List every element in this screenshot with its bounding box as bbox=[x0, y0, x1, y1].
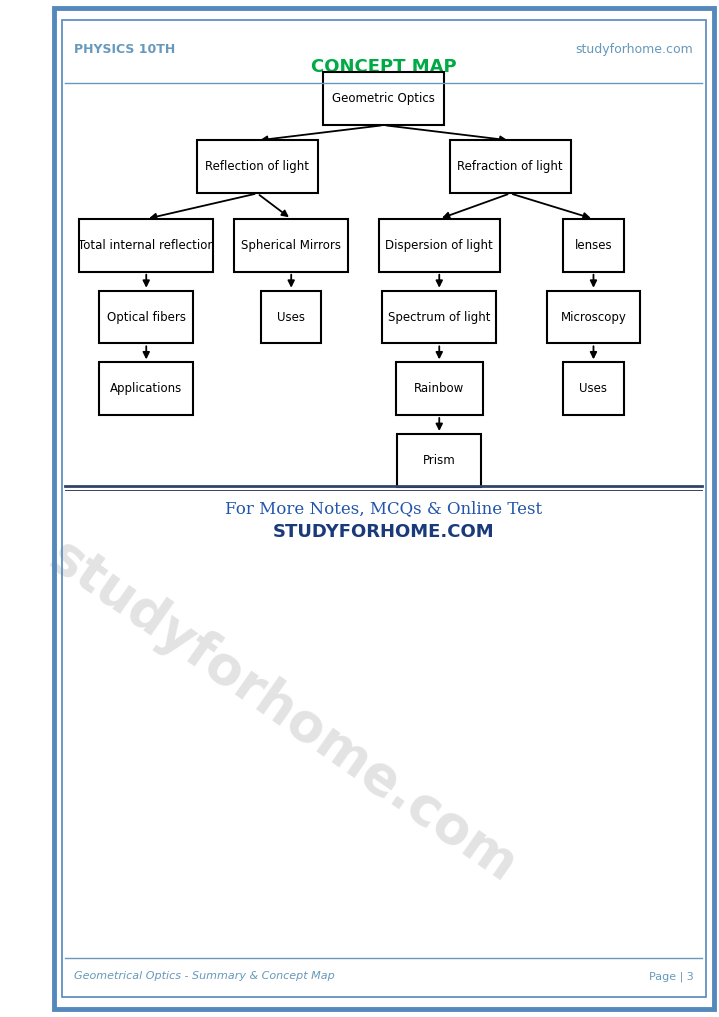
Bar bbox=[450, 140, 571, 193]
Text: Reflection of light: Reflection of light bbox=[206, 161, 309, 174]
Text: Dispersion of light: Dispersion of light bbox=[385, 239, 493, 252]
Text: Prism: Prism bbox=[423, 454, 456, 467]
Text: Applications: Applications bbox=[110, 382, 183, 396]
Text: Geometric Optics: Geometric Optics bbox=[332, 93, 435, 105]
Text: STUDYFORHOME.COM: STUDYFORHOME.COM bbox=[273, 523, 495, 541]
Text: Optical fibers: Optical fibers bbox=[106, 310, 186, 323]
Bar bbox=[563, 219, 623, 272]
Text: Rainbow: Rainbow bbox=[414, 382, 464, 396]
Text: Microscopy: Microscopy bbox=[561, 310, 626, 323]
Text: lenses: lenses bbox=[574, 239, 613, 252]
Bar bbox=[99, 362, 193, 415]
Text: Refraction of light: Refraction of light bbox=[457, 161, 563, 174]
Text: studyforhome.com: studyforhome.com bbox=[576, 44, 694, 56]
Bar bbox=[197, 140, 318, 193]
Text: PHYSICS 10TH: PHYSICS 10TH bbox=[74, 44, 175, 56]
Bar bbox=[383, 291, 496, 344]
Text: For More Notes, MCQs & Online Test: For More Notes, MCQs & Online Test bbox=[225, 500, 542, 517]
Text: Uses: Uses bbox=[580, 382, 608, 396]
Text: Spectrum of light: Spectrum of light bbox=[388, 310, 490, 323]
Bar bbox=[563, 362, 623, 415]
Bar bbox=[546, 291, 641, 344]
Bar bbox=[99, 291, 193, 344]
Bar bbox=[79, 219, 214, 272]
Text: Page | 3: Page | 3 bbox=[649, 971, 694, 981]
Bar bbox=[398, 434, 481, 487]
Bar bbox=[379, 219, 500, 272]
Bar bbox=[395, 362, 483, 415]
Bar bbox=[324, 72, 444, 125]
Text: studyforhome.com: studyforhome.com bbox=[40, 531, 527, 893]
Text: Uses: Uses bbox=[278, 310, 305, 323]
Text: Spherical Mirrors: Spherical Mirrors bbox=[241, 239, 342, 252]
Bar bbox=[261, 291, 321, 344]
Bar bbox=[234, 219, 348, 272]
Text: Geometrical Optics - Summary & Concept Map: Geometrical Optics - Summary & Concept M… bbox=[74, 971, 335, 981]
Text: Total internal reflection: Total internal reflection bbox=[78, 239, 215, 252]
Text: CONCEPT MAP: CONCEPT MAP bbox=[311, 58, 457, 76]
